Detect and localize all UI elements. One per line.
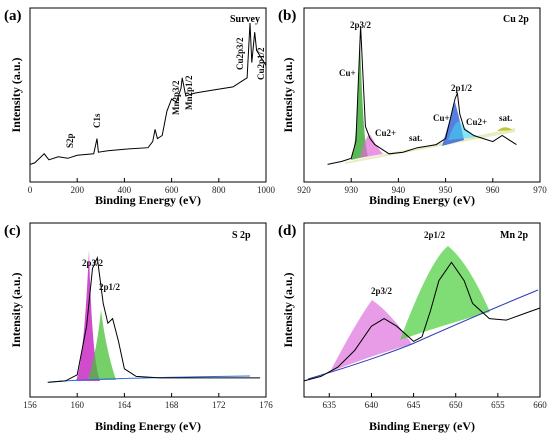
spectrum-line-a — [29, 22, 267, 165]
annotation-cu2-b: Cu2+ — [466, 117, 487, 127]
mn2p12-peak-fill — [400, 246, 490, 340]
spectrum-line-d — [303, 261, 541, 382]
x-tick-label: 160 — [70, 400, 84, 410]
plot-frame-d — [303, 222, 541, 398]
plot-frame-c — [29, 222, 267, 398]
annotations-a: S2p C1s Mn2p3/2 Mn2p1/2 Cu2p3/2 Cu2p1/2 — [65, 37, 266, 148]
x-tick-label: 950 — [439, 185, 453, 195]
x-tick-label: 960 — [486, 185, 500, 195]
x-tick-label: 660 — [533, 400, 547, 410]
x-ticks-c: 156 160 164 168 172 176 — [23, 393, 273, 410]
x-tick-label: 200 — [70, 185, 84, 195]
ylabel-b: Intensity (a.u.) — [281, 57, 295, 132]
annotations-b: 2p3/2 Cu+ Cu2+ sat. 2p1/2 Cu+ Cu2+ sat. — [339, 20, 512, 143]
annotation-mn2p32: Mn2p3/2 — [171, 80, 181, 115]
cu2-peak-b-fill — [448, 121, 478, 140]
xlabel-a: Binding Energy (eV) — [95, 193, 201, 207]
annotation-2p12-b: 2p1/2 — [451, 83, 473, 93]
mn2p32-peak-fill — [330, 300, 412, 372]
x-tick-label: 600 — [165, 185, 179, 195]
panel-letter-c: (c) — [4, 223, 21, 239]
panel-d: (d) Mn 2p Binding Energy (eV) Intensity … — [278, 222, 547, 433]
annotation-cu-plus-b: Cu+ — [433, 113, 450, 123]
s2p12-peak-fill — [88, 310, 116, 380]
x-tick-label: 172 — [212, 400, 226, 410]
panel-letter-d: (d) — [278, 223, 296, 239]
panel-a: (a) Survey Binding Energy (eV) Intensity… — [4, 7, 276, 207]
annotation-2p12-c: 2p1/2 — [99, 282, 121, 292]
baseline-d — [307, 289, 539, 380]
plot-frame-b — [303, 7, 541, 183]
x-ticks-d: 635 640 645 650 655 660 — [323, 393, 547, 410]
xlabel-d: Binding Energy (eV) — [369, 419, 475, 433]
spectrum-line-b — [327, 26, 517, 165]
panel-title-b: Cu 2p — [503, 14, 529, 25]
x-tick-label: 156 — [23, 400, 37, 410]
plot-frame-a — [29, 7, 267, 183]
annotation-cu2p12: Cu2p1/2 — [256, 47, 266, 80]
annotation-sat-a: sat. — [409, 133, 422, 143]
annotations-d: 2p1/2 2p3/2 — [371, 230, 446, 296]
annotation-cu2p32: Cu2p3/2 — [235, 37, 245, 70]
x-tick-label: 640 — [365, 400, 379, 410]
x-tick-label: 635 — [323, 400, 337, 410]
ylabel-c: Intensity (a.u.) — [9, 272, 23, 347]
cu2-peak-a-fill — [360, 134, 383, 158]
panel-b: (b) Cu 2p Binding Energy (eV) Intensity … — [278, 7, 547, 207]
panel-title-d: Mn 2p — [500, 230, 529, 241]
annotation-2p32-c: 2p3/2 — [82, 258, 104, 268]
annotation-cu-plus-a: Cu+ — [339, 68, 356, 78]
x-tick-label: 164 — [118, 400, 132, 410]
x-tick-label: 400 — [118, 185, 132, 195]
annotation-mn2p12: Mn2p1/2 — [184, 75, 194, 110]
x-tick-label: 1000 — [257, 185, 276, 195]
spectrum-line-c — [47, 255, 261, 383]
panel-title-c: S 2p — [232, 230, 251, 241]
panel-letter-b: (b) — [278, 8, 296, 24]
annotation-2p32-d: 2p3/2 — [371, 286, 393, 296]
annotation-sat-b: sat. — [499, 113, 512, 123]
x-tick-label: 930 — [344, 185, 358, 195]
ylabel-a: Intensity (a.u.) — [9, 57, 23, 132]
x-tick-label: 176 — [259, 400, 273, 410]
panel-title-a: Survey — [230, 14, 260, 25]
x-ticks-a: 0 200 400 600 800 1000 — [28, 178, 276, 195]
annotation-2p32-b: 2p3/2 — [350, 20, 372, 30]
annotation-c1s: C1s — [92, 113, 102, 128]
x-tick-label: 970 — [533, 185, 547, 195]
panel-letter-a: (a) — [4, 8, 22, 24]
annotation-s2p: S2p — [65, 133, 75, 148]
annotation-cu2-a: Cu2+ — [375, 128, 396, 138]
panel-c: (c) S 2p Binding Energy (eV) Intensity (… — [4, 222, 273, 433]
x-tick-label: 920 — [297, 185, 311, 195]
cu-plus-peak-a-fill — [351, 36, 368, 160]
x-ticks-b: 920 930 940 950 960 970 — [297, 178, 547, 195]
annotation-2p12-d: 2p1/2 — [424, 230, 446, 240]
x-tick-label: 0 — [28, 185, 33, 195]
x-tick-label: 168 — [165, 400, 179, 410]
annotations-c: 2p3/2 2p1/2 — [82, 258, 121, 292]
x-tick-label: 940 — [392, 185, 406, 195]
ylabel-d: Intensity (a.u.) — [281, 272, 295, 347]
xlabel-b: Binding Energy (eV) — [369, 193, 475, 207]
x-tick-label: 655 — [491, 400, 505, 410]
x-tick-label: 800 — [212, 185, 226, 195]
xlabel-c: Binding Energy (eV) — [95, 419, 201, 433]
sat-peak-b-fill — [497, 127, 512, 131]
x-tick-label: 645 — [407, 400, 421, 410]
x-tick-label: 650 — [449, 400, 463, 410]
